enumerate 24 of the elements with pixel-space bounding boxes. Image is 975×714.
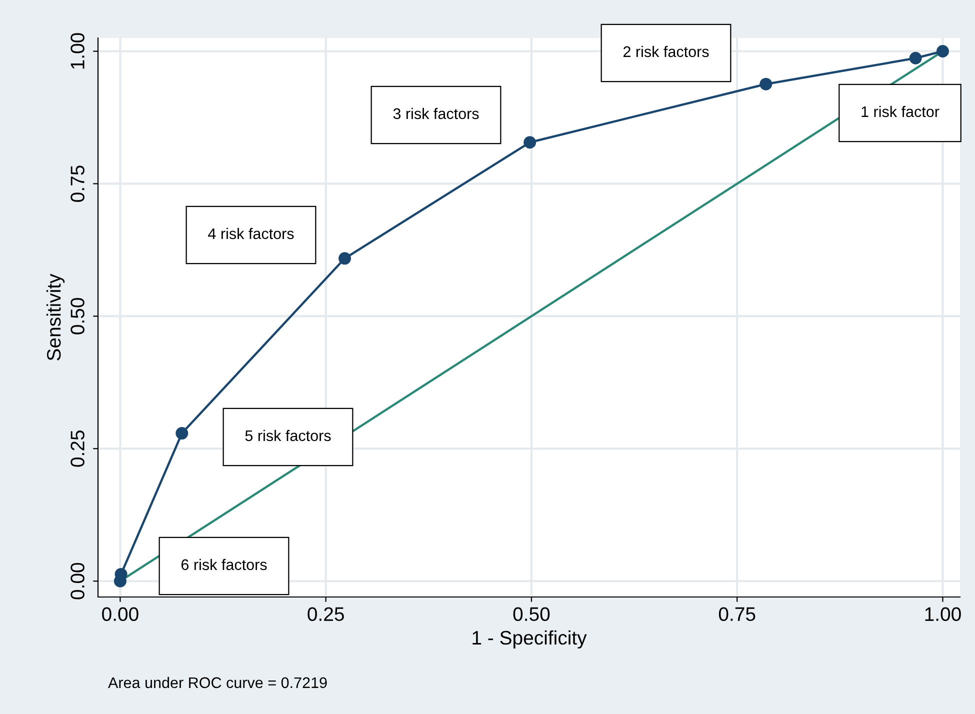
x-tick-label: 0.00 <box>102 607 138 622</box>
point <box>936 44 949 58</box>
annotation: 6 risk factors <box>181 558 267 570</box>
x-tick-label: 0.25 <box>308 607 344 622</box>
point <box>909 52 922 64</box>
y-axis-title: Sensitivity <box>46 274 65 360</box>
y-tick-label: 1.00 <box>70 33 84 69</box>
text: Area under ROC curve = 0.7219 <box>108 676 327 688</box>
annotation: 4 risk factors <box>208 228 294 240</box>
point <box>760 78 772 90</box>
point <box>176 427 188 440</box>
point <box>524 136 536 149</box>
x-tick-label: 1.00 <box>925 607 961 622</box>
x-tick-label: 0.50 <box>513 607 550 622</box>
x-axis-title: 1 - Specificity <box>472 630 587 649</box>
y-tick-label: 0.25 <box>70 430 84 467</box>
point <box>338 252 352 265</box>
x-tick-label: 0.75 <box>718 607 756 622</box>
annotation: 2 risk factors <box>623 46 709 58</box>
y-tick-label: 0.50 <box>70 298 84 334</box>
annotation: 5 risk factors <box>245 430 331 442</box>
annotation: 3 risk factors <box>393 108 479 120</box>
annotation: 1 risk factor <box>862 106 940 118</box>
y-tick-label: 0.75 <box>70 166 84 202</box>
